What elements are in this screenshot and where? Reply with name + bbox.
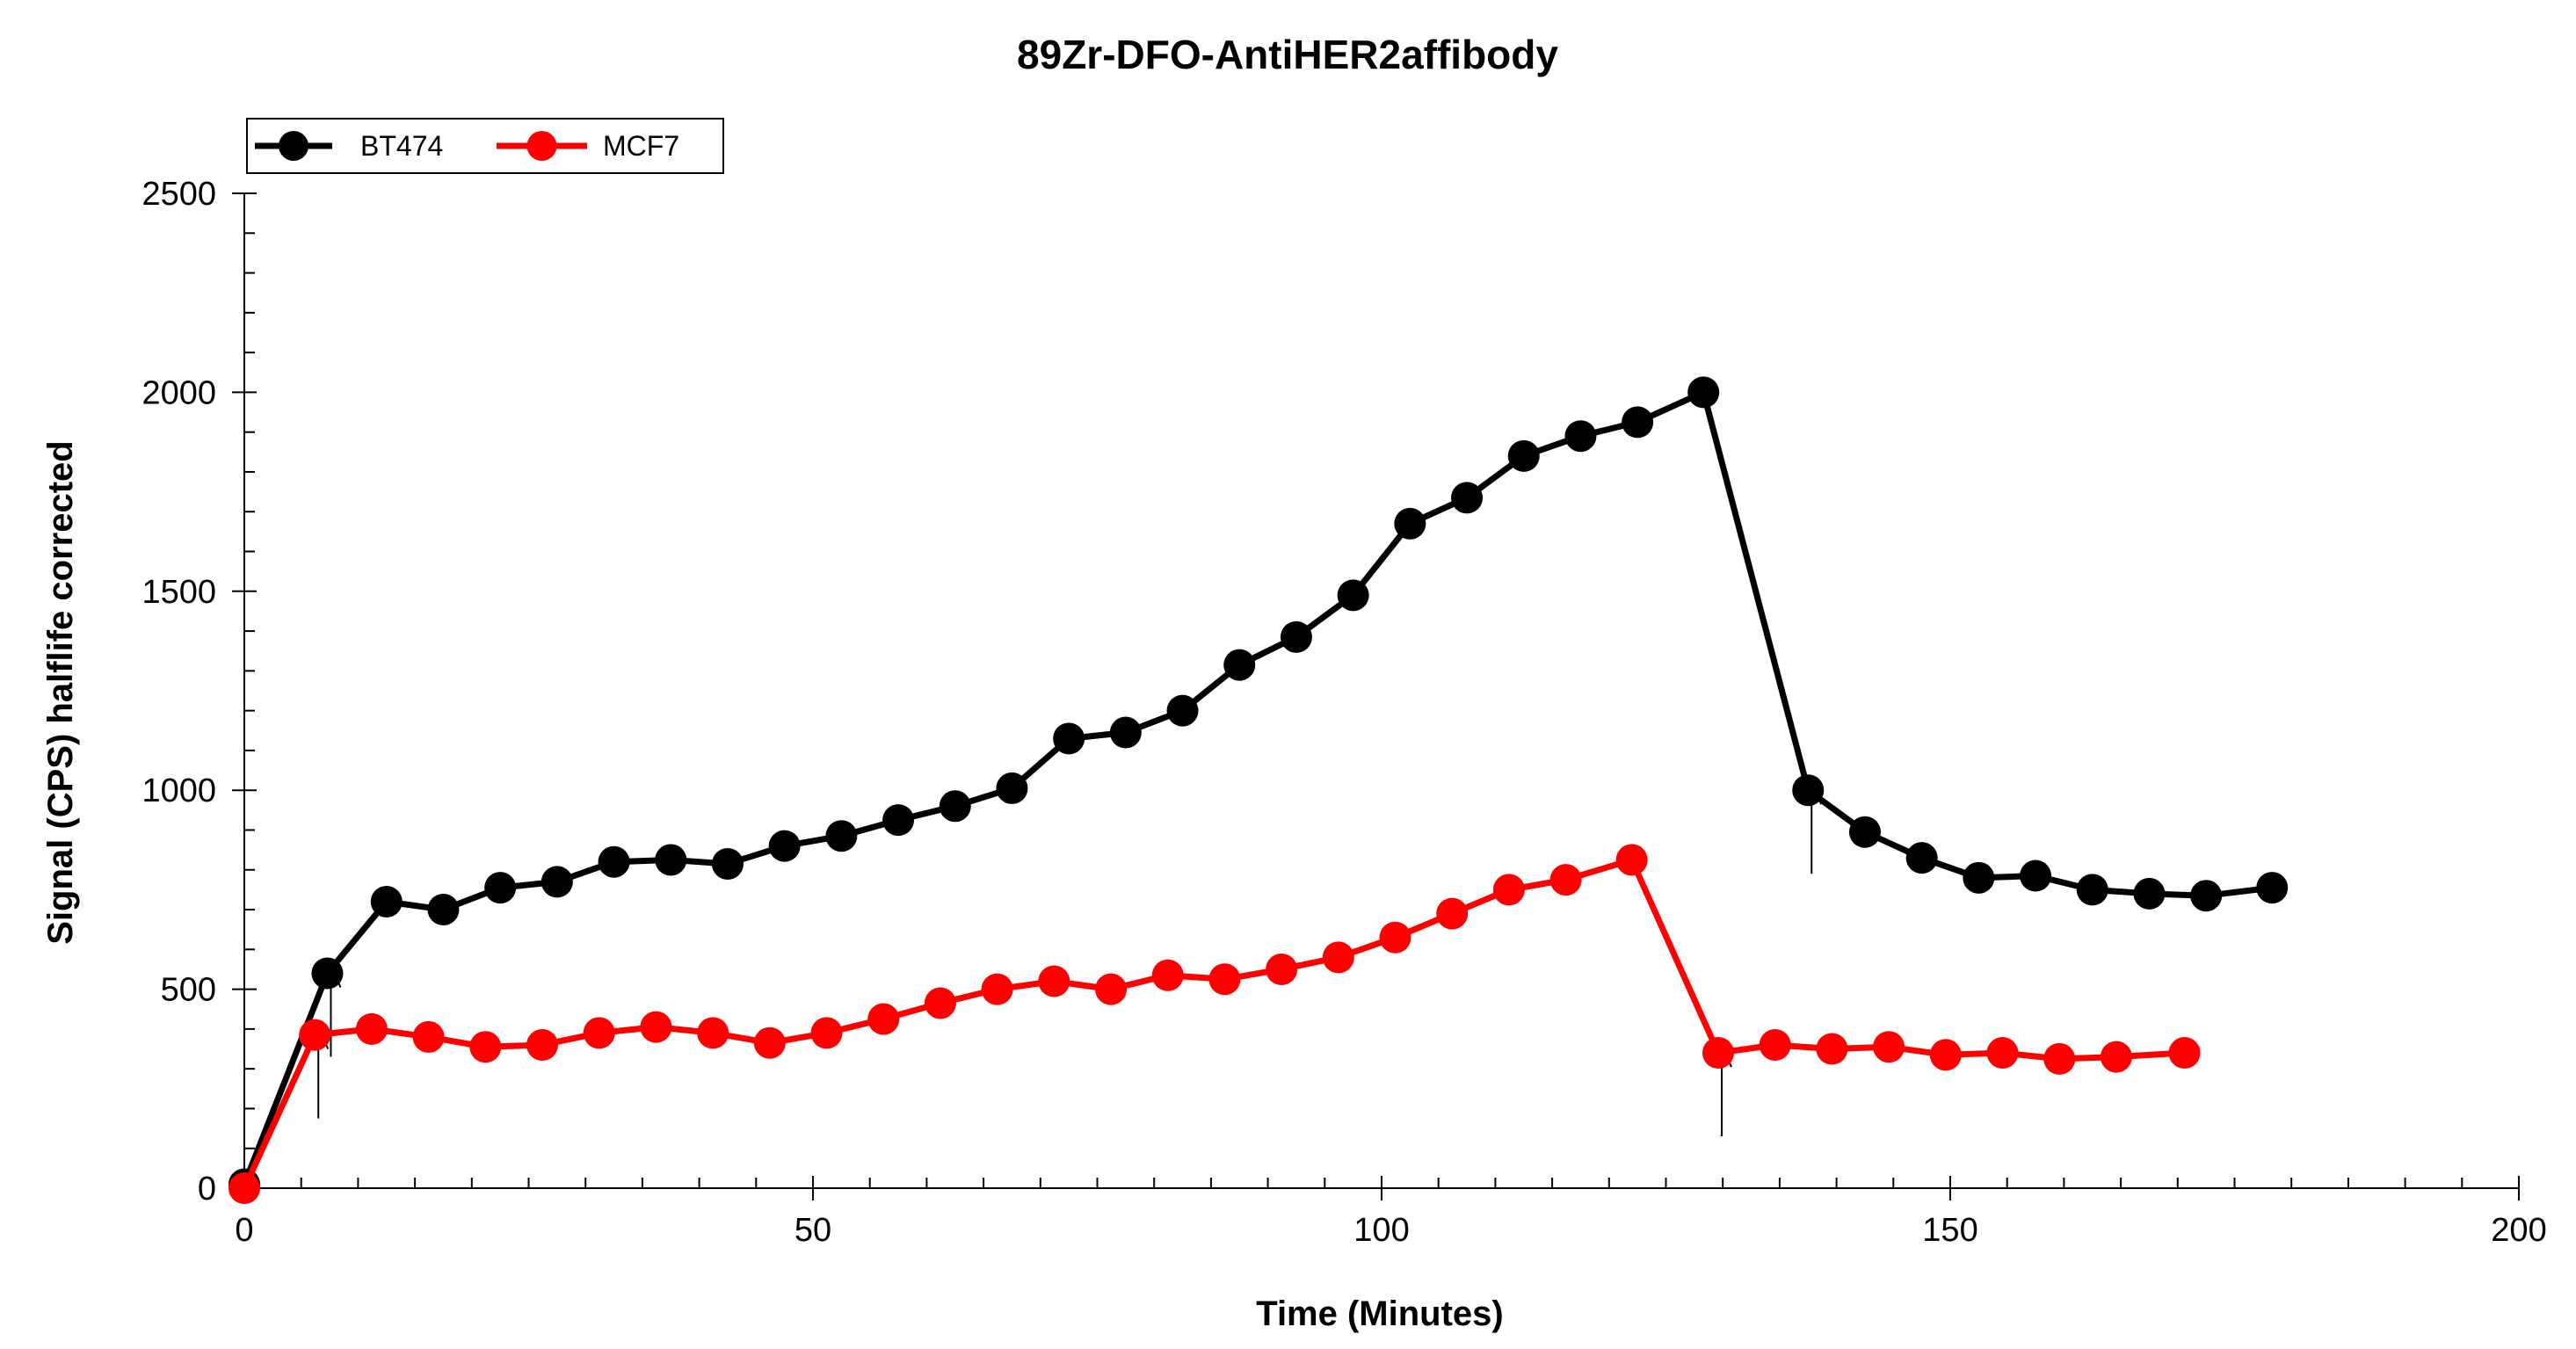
data-point-mcf7 (1208, 963, 1241, 996)
data-point-mcf7 (229, 1172, 260, 1204)
data-point-bt474 (1792, 774, 1825, 807)
data-point-bt474 (427, 894, 460, 926)
data-point-bt474 (655, 844, 687, 876)
data-point-mcf7 (355, 1012, 388, 1045)
legend-label-mcf7: MCF7 (603, 130, 679, 162)
data-point-mcf7 (810, 1017, 843, 1049)
data-point-mcf7 (1759, 1028, 1791, 1061)
data-point-bt474 (1905, 842, 1938, 874)
data-point-mcf7 (1266, 953, 1298, 985)
data-point-bt474 (2076, 874, 2108, 906)
data-point-mcf7 (981, 973, 1013, 1005)
data-point-mcf7 (1151, 959, 1184, 991)
legend-marker-bt474 (279, 131, 308, 161)
data-point-mcf7 (1379, 921, 1411, 954)
data-point-mcf7 (1549, 864, 1582, 896)
data-point-bt474 (1451, 482, 1484, 514)
chart-title: 89Zr-DFO-AntiHER2affibody (1017, 32, 1558, 77)
data-point-bt474 (1337, 579, 1369, 612)
data-point-mcf7 (1322, 941, 1354, 974)
data-point-bt474 (2133, 877, 2166, 910)
data-point-bt474 (1109, 716, 1142, 749)
data-point-mcf7 (1095, 973, 1128, 1005)
data-point-mcf7 (412, 1020, 445, 1053)
data-point-bt474 (1053, 722, 1085, 755)
series-line-mcf7 (241, 856, 2185, 1190)
annotations (308, 779, 1823, 1137)
y-tick-label: 2500 (141, 176, 216, 213)
data-point-mcf7 (1436, 897, 1469, 930)
data-point-bt474 (484, 872, 517, 904)
data-point-bt474 (768, 830, 801, 862)
data-point-mcf7 (583, 1017, 615, 1049)
x-tick-label: 100 (1353, 1212, 1409, 1249)
data-point-bt474 (1166, 694, 1199, 727)
x-tick-label: 50 (795, 1212, 831, 1249)
data-point-mcf7 (1929, 1039, 1962, 1071)
data-point-mcf7 (753, 1026, 786, 1059)
data-point-bt474 (598, 845, 630, 878)
data-point-bt474 (311, 957, 344, 990)
y-tick-label: 1500 (141, 574, 216, 611)
data-point-mcf7 (526, 1028, 559, 1061)
data-point-bt474 (2256, 872, 2289, 904)
data-point-mcf7 (1986, 1037, 2019, 1070)
y-tick-label: 2000 (141, 374, 216, 411)
y-axis-label: Signal (CPS) halflife corrected (41, 440, 80, 944)
data-point-mcf7 (1038, 965, 1070, 997)
data-point-bt474 (1564, 420, 1597, 453)
x-tick-label: 150 (1922, 1212, 1977, 1249)
data-point-mcf7 (2168, 1037, 2201, 1070)
legend-marker-mcf7 (526, 131, 557, 161)
data-point-mcf7 (2100, 1041, 2132, 1073)
data-point-bt474 (1280, 620, 1312, 653)
axes: 0 500 1000 1500 2000 2500 0 50 100 150 200 (141, 176, 2546, 1249)
data-point-mcf7 (299, 1019, 331, 1051)
legend-label-bt474: BT474 (360, 130, 443, 162)
data-point-bt474 (541, 866, 573, 898)
data-point-mcf7 (1816, 1033, 1848, 1065)
data-point-bt474 (370, 885, 403, 917)
y-tick-label: 1000 (141, 772, 216, 809)
data-point-bt474 (711, 847, 744, 880)
x-tick-label: 200 (2491, 1212, 2546, 1249)
legend: BT474 MCF7 (246, 118, 724, 174)
data-point-mcf7 (697, 1017, 729, 1049)
y-tick-label: 0 (198, 1171, 216, 1208)
data-point-mcf7 (640, 1011, 672, 1043)
data-point-mcf7 (1873, 1031, 1905, 1063)
data-point-bt474 (1687, 376, 1720, 409)
data-point-bt474 (1848, 816, 1881, 848)
series-layer (229, 376, 2289, 1204)
data-point-bt474 (1622, 406, 1654, 439)
data-point-mcf7 (1492, 874, 1525, 906)
data-point-mcf7 (924, 987, 956, 1019)
data-point-bt474 (1963, 861, 1995, 894)
data-point-bt474 (996, 772, 1028, 804)
data-point-mcf7 (469, 1031, 502, 1063)
data-point-bt474 (1507, 439, 1540, 472)
data-point-mcf7 (1615, 844, 1648, 876)
y-tick-label: 500 (161, 972, 216, 1009)
data-point-mcf7 (867, 1003, 900, 1035)
data-point-bt474 (2020, 859, 2052, 892)
data-point-bt474 (825, 820, 858, 852)
x-axis-label: Time (Minutes) (1256, 1295, 1504, 1333)
series-line-bt474 (241, 388, 2273, 1186)
data-point-mcf7 (1702, 1037, 1735, 1070)
x-tick-label: 0 (235, 1212, 253, 1249)
data-point-bt474 (939, 790, 971, 823)
data-point-mcf7 (2043, 1042, 2076, 1075)
data-point-bt474 (1223, 649, 1256, 681)
data-point-bt474 (1394, 507, 1426, 540)
data-point-bt474 (882, 804, 915, 837)
data-point-bt474 (2190, 880, 2223, 912)
